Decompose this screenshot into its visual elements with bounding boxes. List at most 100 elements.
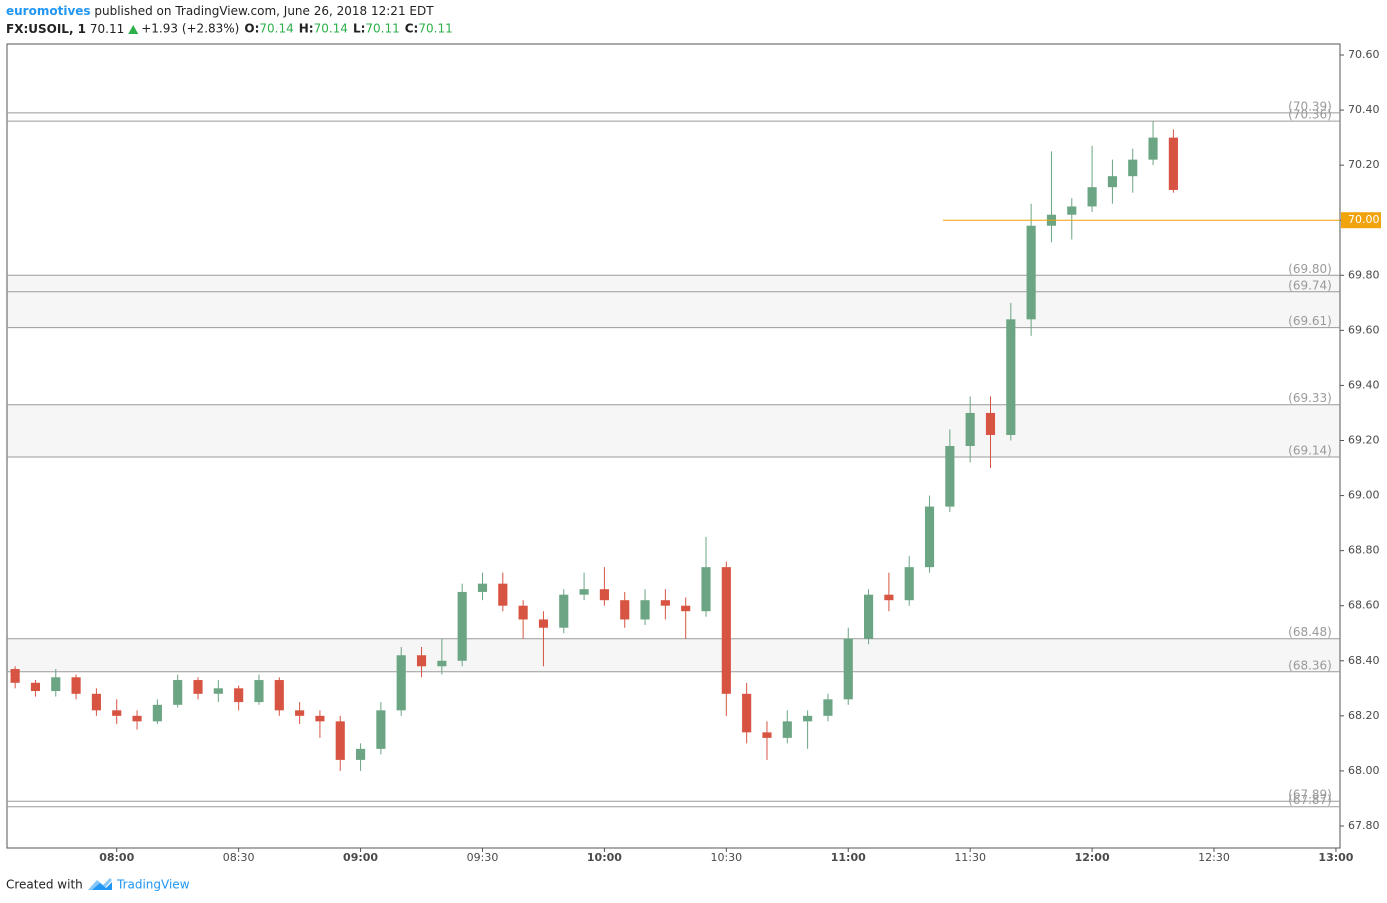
candle-body — [782, 721, 792, 738]
level-label: (69.74) — [1288, 278, 1332, 292]
price-tag-label: 70.00 — [1348, 213, 1380, 226]
candle-body — [1006, 319, 1016, 435]
y-tick-label: 70.60 — [1348, 48, 1380, 61]
zone — [7, 275, 1340, 328]
ohlc-value: 70.14 — [259, 22, 293, 36]
candle-body — [213, 688, 223, 694]
candle-body — [132, 715, 142, 722]
y-tick-label: 69.80 — [1348, 268, 1380, 281]
last-price: 70.11 — [90, 22, 124, 36]
candle-body — [30, 682, 41, 692]
candle-body — [681, 605, 691, 612]
zone — [7, 638, 1340, 672]
price-tag — [1341, 212, 1381, 229]
x-tick-label: 11:30 — [954, 851, 986, 864]
change: +1.93 (+2.83%) — [141, 22, 239, 36]
candle-body — [1128, 159, 1138, 177]
x-tick-label: 13:00 — [1318, 851, 1353, 864]
candle-body — [112, 710, 122, 716]
candle-body — [152, 704, 162, 722]
y-tick-label: 68.60 — [1348, 599, 1380, 612]
candle-body — [437, 660, 447, 667]
candle-body — [640, 600, 650, 620]
ohlc-label: C: — [405, 22, 419, 36]
candle-body — [91, 693, 101, 711]
y-tick-label: 70.20 — [1348, 158, 1380, 171]
candle-body — [721, 567, 731, 694]
candle-body — [10, 669, 20, 683]
candle-body — [762, 732, 772, 738]
candle-body — [559, 594, 569, 628]
x-tick-label: 12:00 — [1075, 851, 1110, 864]
candle-body — [234, 688, 244, 703]
x-tick-label: 10:30 — [710, 851, 742, 864]
level-label: (69.33) — [1288, 391, 1332, 405]
header-line: euromotives published on TradingView.com… — [6, 4, 434, 18]
y-tick-label: 68.80 — [1348, 544, 1380, 557]
ohlc-label: H: — [299, 22, 314, 36]
candle-body — [945, 446, 955, 507]
candle-body — [416, 655, 427, 667]
candle-body — [396, 655, 406, 711]
candle-body — [315, 715, 325, 722]
x-tick-label: 09:30 — [467, 851, 499, 864]
y-tick-label: 67.80 — [1348, 819, 1380, 832]
candle-body — [1087, 187, 1097, 207]
candle-body — [355, 748, 366, 760]
candle-body — [173, 680, 183, 705]
candle-body — [924, 506, 935, 568]
candle-body — [823, 699, 833, 716]
candle-body — [701, 567, 711, 612]
candle-body — [1067, 206, 1077, 215]
published: published on TradingView.com, June 26, 2… — [94, 4, 434, 18]
candle-body — [1148, 137, 1158, 160]
footer-brand: TradingView — [116, 878, 190, 892]
candle-body — [538, 619, 549, 628]
y-tick-label: 69.00 — [1348, 489, 1380, 502]
level-label: (68.48) — [1288, 625, 1332, 639]
candle-body — [742, 693, 752, 733]
level-label: (70.39) — [1288, 99, 1332, 113]
candle-body — [71, 677, 81, 694]
level-label: (67.89) — [1288, 788, 1332, 802]
candle-body — [904, 567, 914, 601]
candle-body — [477, 583, 488, 592]
candle-body — [965, 412, 975, 446]
footer-created: Created with — [6, 878, 83, 892]
level-label: (69.61) — [1288, 314, 1332, 328]
y-tick-label: 69.20 — [1348, 433, 1380, 446]
level-label: (70.36) — [1288, 108, 1332, 122]
y-tick-label: 68.20 — [1348, 709, 1380, 722]
candle-body — [51, 677, 61, 692]
y-tick-label: 70.40 — [1348, 103, 1380, 116]
candle-body — [1107, 176, 1117, 188]
x-tick-label: 08:00 — [99, 851, 134, 864]
x-tick-label: 12:30 — [1198, 851, 1230, 864]
candle-body — [599, 589, 609, 601]
y-tick-label: 69.60 — [1348, 323, 1380, 336]
candle-body — [803, 715, 813, 722]
candle-body — [457, 591, 467, 661]
y-tick-label: 68.00 — [1348, 764, 1380, 777]
candle-body — [518, 605, 528, 620]
x-tick-label: 11:00 — [831, 851, 866, 864]
level-label: (69.14) — [1288, 444, 1332, 458]
ohlc-label: L: — [353, 22, 365, 36]
tradingview-logo — [88, 878, 112, 890]
candle-body — [295, 710, 305, 716]
candle-body — [193, 680, 203, 694]
up-arrow — [128, 25, 139, 34]
candle-body — [498, 583, 508, 606]
candle-body — [864, 594, 874, 639]
candle-body — [843, 638, 853, 700]
candle-body — [335, 721, 345, 760]
x-tick-label: 10:00 — [587, 851, 622, 864]
candle-body — [274, 680, 284, 711]
symbol-line: FX:USOIL, 1 70.11 — [6, 22, 124, 36]
candle-body — [1026, 225, 1036, 320]
candle-body — [376, 710, 386, 749]
y-tick-label: 69.40 — [1348, 378, 1380, 391]
candle-body — [1168, 137, 1178, 190]
candle-body — [579, 589, 589, 595]
